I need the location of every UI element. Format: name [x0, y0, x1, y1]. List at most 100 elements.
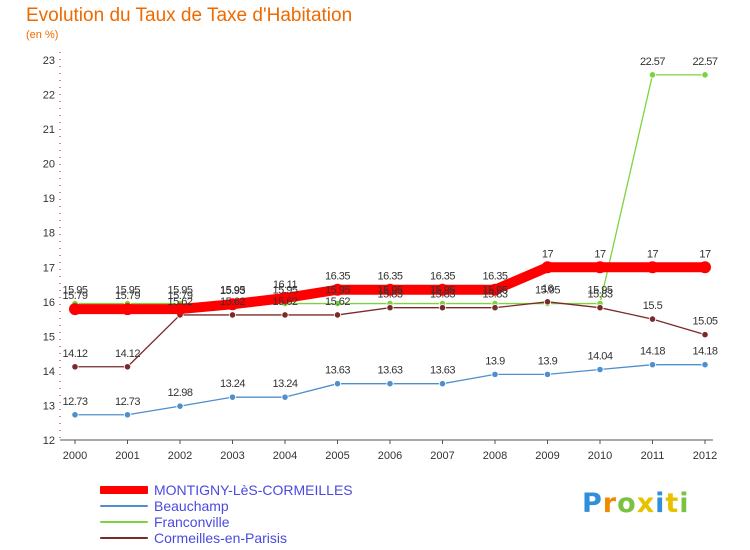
chart-subtitle: (en %) [26, 29, 59, 41]
proxiti-logo: Proxiti [582, 488, 690, 519]
legend-item: Franconville [100, 514, 353, 530]
y-tick-label: 17 [43, 262, 55, 274]
data-label: 15.95 [167, 285, 192, 297]
data-label: 22.57 [692, 56, 717, 68]
series-point [543, 298, 552, 306]
series-point [333, 299, 342, 308]
x-tick-label: 2005 [325, 450, 349, 462]
legend-swatch [100, 521, 148, 523]
data-label: 15.95 [430, 285, 455, 297]
series-point [594, 261, 606, 274]
data-label: 13.24 [272, 378, 297, 390]
y-tick-label: 14 [43, 366, 55, 378]
data-label: 15.83 [430, 289, 455, 301]
y-tick-label: 23 [43, 55, 55, 67]
data-label: 15.62 [272, 296, 297, 308]
chart-title: Evolution du Taux de Taxe d'Habitation [26, 5, 353, 26]
data-label: 16.35 [482, 271, 507, 283]
legend-label: Cormeilles-en-Parisis [154, 530, 288, 546]
data-label: 15.95 [587, 285, 612, 297]
series-point [71, 363, 79, 371]
x-tick-label: 2006 [378, 450, 402, 462]
series-point [281, 393, 289, 401]
data-label: 13.63 [430, 365, 455, 377]
series-point [596, 365, 604, 374]
series-point [384, 283, 396, 296]
logo-letter: r [602, 488, 618, 519]
data-label: 17 [594, 248, 606, 260]
legend-item: Beauchamp [100, 498, 353, 514]
series-point [228, 311, 237, 319]
data-label: 15.5 [643, 300, 663, 312]
series-point [386, 380, 394, 388]
data-label: 15.62 [325, 296, 350, 308]
data-label: 13.9 [538, 355, 558, 367]
legend-item: MONTIGNY-LèS-CORMEILLES [100, 482, 353, 498]
data-label: 16.35 [325, 271, 350, 283]
x-tick-label: 2010 [588, 450, 612, 462]
series-point [648, 71, 657, 79]
data-label: 15.79 [115, 290, 140, 302]
data-label: 15.83 [587, 289, 612, 301]
legend-swatch [100, 486, 148, 494]
x-tick-label: 2004 [273, 450, 297, 462]
series-point [701, 361, 709, 369]
y-tick-label: 22 [43, 90, 55, 102]
data-label: 13.63 [325, 365, 350, 377]
series-point [543, 370, 552, 378]
data-label: 15.05 [692, 316, 717, 328]
series-point [123, 411, 132, 419]
legend-label: MONTIGNY-LèS-CORMEILLES [154, 482, 353, 498]
data-label: 12.73 [115, 396, 140, 408]
series-point [701, 331, 709, 339]
data-label: 15.95 [62, 285, 87, 297]
y-tick-label: 15 [43, 331, 55, 343]
series-point [596, 304, 604, 312]
y-tick-label: 21 [43, 124, 55, 136]
data-label: 15.79 [167, 290, 192, 302]
data-label: 12.98 [167, 387, 192, 399]
series-point [438, 380, 447, 388]
logo-letter: i [679, 488, 690, 519]
y-tick-label: 13 [43, 400, 55, 412]
data-label: 17 [699, 248, 711, 260]
data-label: 22.57 [640, 56, 665, 68]
series-point [279, 292, 291, 305]
legend-label: Franconville [154, 514, 230, 530]
x-tick-label: 2007 [430, 450, 454, 462]
data-label: 17 [542, 248, 554, 260]
data-label: 15.79 [62, 290, 87, 302]
series-point [648, 315, 657, 323]
data-label: 16 [542, 283, 554, 295]
data-label: 14.18 [692, 346, 717, 358]
series-point [541, 261, 554, 274]
data-label: 12.73 [62, 396, 87, 408]
series-point [646, 261, 659, 274]
data-label: 15.93 [220, 285, 245, 297]
x-tick-label: 2009 [535, 450, 559, 462]
data-label: 15.62 [167, 296, 192, 308]
logo-letter: P [582, 488, 603, 519]
data-label: 15.83 [482, 289, 507, 301]
x-tick-label: 2002 [168, 450, 192, 462]
data-label: 15.95 [115, 285, 140, 297]
x-tick-label: 2011 [641, 450, 665, 462]
legend-swatch [100, 505, 148, 507]
data-label: 16.35 [377, 271, 402, 283]
logo-letter: x [636, 488, 656, 519]
series-point [386, 304, 394, 312]
series-point [489, 283, 501, 296]
series-point [491, 304, 499, 312]
series-point [121, 303, 134, 316]
y-tick-label: 19 [43, 193, 55, 205]
series-point [701, 71, 709, 79]
data-label: 17 [647, 248, 659, 260]
data-label: 15.95 [272, 285, 297, 297]
data-label: 15.95 [220, 285, 245, 297]
series-point [491, 370, 499, 378]
x-tick-label: 2003 [220, 450, 244, 462]
data-label: 15.62 [220, 296, 245, 308]
data-label: 13.24 [220, 378, 245, 390]
series-point [438, 304, 447, 312]
